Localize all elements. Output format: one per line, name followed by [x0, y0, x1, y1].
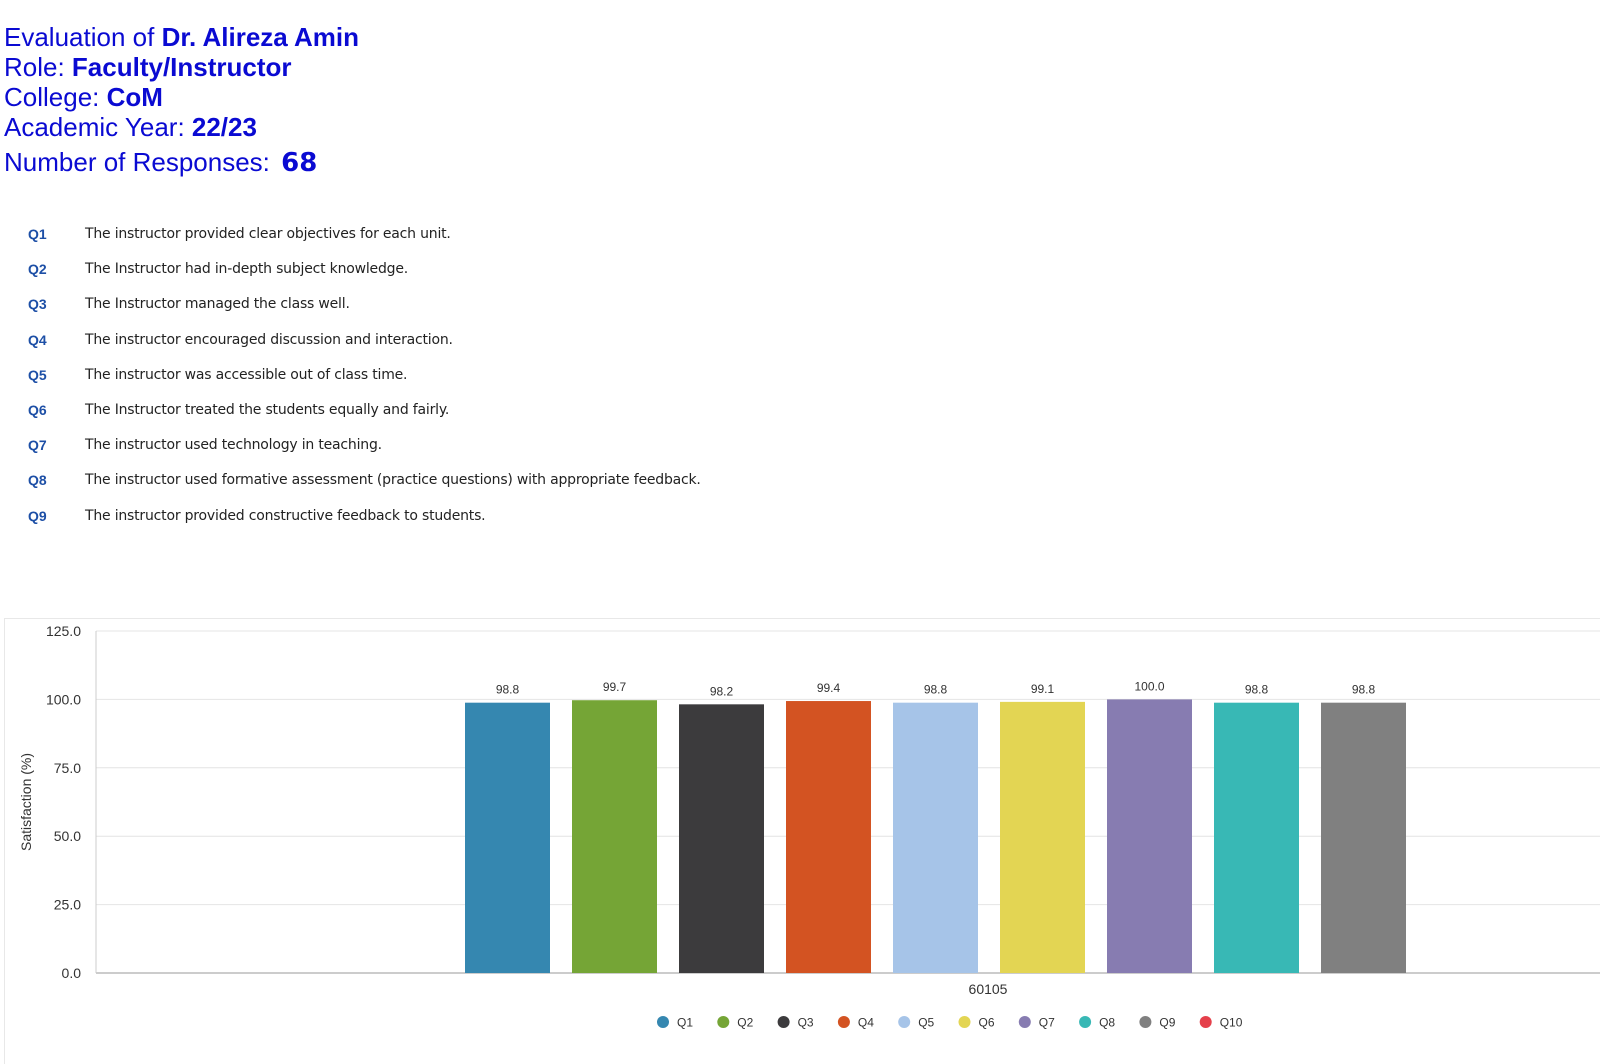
- academic-year-line: Academic Year: 22/23: [4, 112, 359, 142]
- responses-count: 68: [281, 148, 318, 178]
- question-row: Q9 The instructor provided constructive f…: [28, 506, 701, 541]
- legend-label: Q2: [737, 1016, 753, 1030]
- satisfaction-bar-chart: 0.0 25.0 50.0 75.0 100.0 125.0 Satisfaction (%…: [18, 623, 1600, 1030]
- question-row: Q3 The Instructor managed the class well.: [28, 294, 701, 329]
- bar-q2: [572, 700, 657, 973]
- responses-line: Number of Responses: 68: [4, 147, 359, 178]
- legend-label: Q3: [798, 1016, 814, 1030]
- data-label: 99.7: [603, 680, 627, 694]
- data-label: 99.1: [1031, 682, 1055, 696]
- legend-label: Q10: [1220, 1016, 1243, 1030]
- legend-label: Q5: [918, 1016, 934, 1030]
- question-code: Q1: [28, 226, 47, 242]
- legend-label: Q6: [979, 1016, 995, 1030]
- academic-year-value: 22/23: [191, 112, 257, 142]
- question-row: Q8 The instructor used formative assessme…: [28, 470, 701, 505]
- question-row: Q7 The instructor used technology in teac…: [28, 435, 701, 470]
- question-row: Q2 The Instructor had in-depth subject kn…: [28, 259, 701, 294]
- legend-label: Q7: [1039, 1016, 1055, 1030]
- question-row: Q6 The Instructor treated the students eq…: [28, 400, 701, 435]
- bar-q7: [1107, 699, 1192, 973]
- evaluated-person-name: Dr. Alireza Amin: [161, 22, 360, 52]
- y-axis-title: Satisfaction (%): [18, 753, 34, 851]
- question-row: Q1 The instructor provided clear objectiv…: [28, 224, 701, 259]
- legend-label: Q9: [1159, 1016, 1175, 1030]
- question-text: The Instructor had in-depth subject know…: [85, 261, 408, 278]
- role-value: Faculty/Instructor: [71, 52, 292, 82]
- bar-q1: [465, 702, 550, 973]
- legend-label: Q4: [858, 1016, 874, 1030]
- legend-marker: [1018, 1016, 1031, 1028]
- legend-label: Q8: [1099, 1016, 1115, 1030]
- question-text: The instructor provided constructive fee…: [85, 507, 486, 524]
- x-category-label: 60105: [969, 981, 1008, 997]
- question-code: Q5: [28, 366, 47, 383]
- question-text: The instructor used technology in teachi…: [85, 437, 382, 454]
- question-text: The Instructor managed the class well.: [85, 296, 350, 313]
- college-value: CoM: [106, 82, 163, 112]
- y-tick-label: 50.0: [54, 828, 81, 844]
- college-prefix: College:: [4, 82, 107, 112]
- question-text: The instructor used formative assessment…: [85, 472, 701, 489]
- role-prefix: Role:: [4, 52, 72, 82]
- evaluation-prefix: Evaluation of: [4, 22, 162, 52]
- data-label: 99.4: [817, 681, 841, 695]
- college-line: College: CoM: [4, 82, 359, 112]
- y-tick-label: 75.0: [54, 760, 81, 776]
- legend-marker: [958, 1016, 971, 1028]
- question-code: Q9: [28, 507, 47, 524]
- data-label: 98.8: [1352, 683, 1376, 697]
- legend-marker: [657, 1016, 669, 1028]
- question-text: The instructor was accessible out of cla…: [85, 366, 408, 383]
- role-line: Role: Faculty/Instructor: [4, 52, 359, 82]
- question-text: The Instructor treated the students equa…: [85, 401, 450, 418]
- y-tick-label: 100.0: [46, 691, 81, 707]
- data-label: 98.8: [924, 683, 948, 697]
- bar-q4: [786, 701, 871, 973]
- question-text: The instructor encouraged discussion and…: [85, 331, 453, 348]
- evaluation-line: Evaluation of Dr. Alireza Amin: [4, 22, 359, 52]
- data-label: 100.0: [1134, 679, 1164, 693]
- question-code: Q6: [28, 401, 47, 418]
- legend-marker: [898, 1016, 911, 1028]
- responses-prefix: Number of Responses:: [4, 147, 278, 177]
- academic-year-prefix: Academic Year:: [4, 112, 192, 142]
- legend-marker: [837, 1016, 850, 1028]
- y-tick-label: 0.0: [62, 965, 82, 981]
- bar-q3: [679, 704, 764, 973]
- question-code: Q4: [28, 331, 47, 348]
- bar-q6: [1000, 701, 1085, 973]
- legend-marker: [1079, 1016, 1092, 1028]
- question-code: Q7: [28, 437, 47, 454]
- y-tick-label: 125.0: [46, 623, 81, 639]
- bar-q8: [1214, 702, 1299, 973]
- question-row: Q4 The instructor encouraged discussion a…: [28, 330, 701, 365]
- question-code: Q3: [28, 296, 47, 313]
- chart-panel: 0.0 25.0 50.0 75.0 100.0 125.0 Satisfaction (%…: [4, 618, 1600, 1064]
- question-row: Q5 The instructor was accessible out of c…: [28, 365, 701, 400]
- data-label: 98.2: [710, 684, 734, 698]
- question-text: The instructor provided clear objectives…: [85, 226, 451, 242]
- legend-label: Q1: [677, 1016, 693, 1030]
- legend-marker: [1139, 1016, 1152, 1028]
- bar-q5: [893, 702, 978, 973]
- question-code: Q8: [28, 472, 47, 489]
- legend-marker: [1199, 1016, 1212, 1028]
- question-list: Q1 The instructor provided clear objectiv…: [28, 224, 701, 541]
- data-label: 98.8: [1245, 683, 1269, 697]
- question-code: Q2: [28, 261, 47, 278]
- legend-marker: [717, 1016, 730, 1028]
- legend-marker: [777, 1016, 790, 1028]
- evaluation-header: Evaluation of Dr. Alireza Amin Role: Fac…: [4, 22, 359, 178]
- data-label: 98.8: [496, 683, 520, 697]
- bar-q9: [1321, 702, 1406, 973]
- y-tick-label: 25.0: [54, 897, 81, 913]
